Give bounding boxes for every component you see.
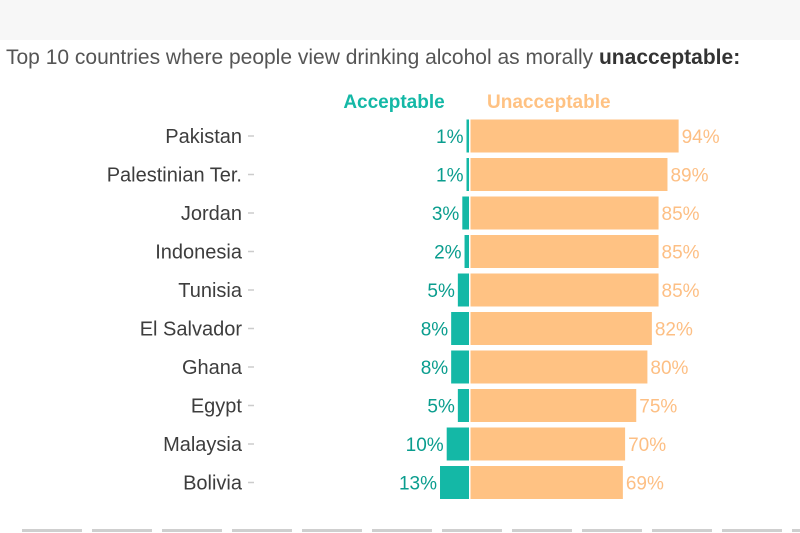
bar-unacceptable-palestinian-ter bbox=[470, 158, 668, 191]
title-text: Top 10 countries where people view drink… bbox=[6, 46, 599, 69]
country-label-palestinian-ter: Palestinian Ter. bbox=[107, 165, 242, 187]
country-label-malaysia: Malaysia bbox=[163, 434, 243, 456]
bar-acceptable-pakistan bbox=[466, 119, 469, 153]
bar-acceptable-malaysia bbox=[446, 427, 469, 461]
value-label-acceptable-el-salvador: 8% bbox=[421, 320, 449, 341]
value-label-unacceptable-el-salvador: 82% bbox=[655, 320, 693, 341]
country-label-ghana: Ghana bbox=[182, 357, 243, 379]
value-label-acceptable-malaysia: 10% bbox=[406, 435, 444, 456]
value-label-unacceptable-malaysia: 70% bbox=[628, 435, 666, 456]
bar-acceptable-ghana bbox=[451, 350, 469, 384]
value-label-unacceptable-tunisia: 85% bbox=[662, 281, 700, 302]
country-label-egypt: Egypt bbox=[191, 396, 243, 418]
bar-acceptable-palestinian-ter bbox=[466, 158, 469, 191]
bar-unacceptable-el-salvador bbox=[470, 312, 652, 345]
value-label-unacceptable-indonesia: 85% bbox=[662, 243, 700, 264]
source-footer bbox=[22, 525, 800, 533]
bar-unacceptable-ghana bbox=[470, 350, 648, 384]
value-label-acceptable-palestinian-ter: 1% bbox=[436, 166, 464, 187]
value-label-unacceptable-bolivia: 69% bbox=[626, 474, 664, 495]
value-label-acceptable-egypt: 5% bbox=[427, 397, 455, 418]
bar-acceptable-indonesia bbox=[464, 235, 469, 268]
bar-unacceptable-bolivia bbox=[470, 466, 623, 499]
bar-unacceptable-tunisia bbox=[470, 273, 659, 307]
bar-unacceptable-pakistan bbox=[470, 119, 679, 153]
value-label-acceptable-pakistan: 1% bbox=[436, 127, 464, 148]
top-band bbox=[0, 0, 800, 40]
country-label-bolivia: Bolivia bbox=[183, 473, 243, 495]
bar-acceptable-tunisia bbox=[457, 273, 469, 307]
value-label-acceptable-ghana: 8% bbox=[421, 358, 449, 379]
bar-unacceptable-egypt bbox=[470, 389, 637, 422]
value-label-acceptable-tunisia: 5% bbox=[427, 281, 455, 302]
value-label-unacceptable-palestinian-ter: 89% bbox=[670, 166, 708, 187]
country-label-indonesia: Indonesia bbox=[155, 242, 243, 264]
bar-acceptable-bolivia bbox=[440, 466, 469, 499]
country-label-el-salvador: El Salvador bbox=[140, 319, 243, 341]
country-label-tunisia: Tunisia bbox=[178, 280, 243, 302]
chart-title: Top 10 countries where people view drink… bbox=[6, 46, 800, 70]
value-label-acceptable-bolivia: 13% bbox=[399, 474, 437, 495]
bar-unacceptable-malaysia bbox=[470, 427, 626, 461]
value-label-acceptable-jordan: 3% bbox=[432, 204, 460, 225]
country-label-pakistan: Pakistan bbox=[165, 126, 242, 148]
legend-acceptable: Acceptable bbox=[343, 92, 444, 113]
value-label-acceptable-indonesia: 2% bbox=[434, 243, 462, 264]
value-label-unacceptable-jordan: 85% bbox=[662, 204, 700, 225]
title-emphasis: unacceptable: bbox=[598, 46, 741, 69]
value-label-unacceptable-egypt: 75% bbox=[639, 397, 677, 418]
bar-acceptable-el-salvador bbox=[451, 312, 469, 345]
bar-acceptable-egypt bbox=[457, 389, 469, 422]
value-label-unacceptable-ghana: 80% bbox=[650, 358, 688, 379]
legend-unacceptable: Unacceptable bbox=[487, 92, 611, 113]
country-label-jordan: Jordan bbox=[181, 203, 242, 225]
bar-unacceptable-jordan bbox=[470, 196, 659, 230]
bar-unacceptable-indonesia bbox=[470, 235, 659, 268]
value-label-unacceptable-pakistan: 94% bbox=[682, 127, 720, 148]
bar-acceptable-jordan bbox=[462, 196, 469, 230]
